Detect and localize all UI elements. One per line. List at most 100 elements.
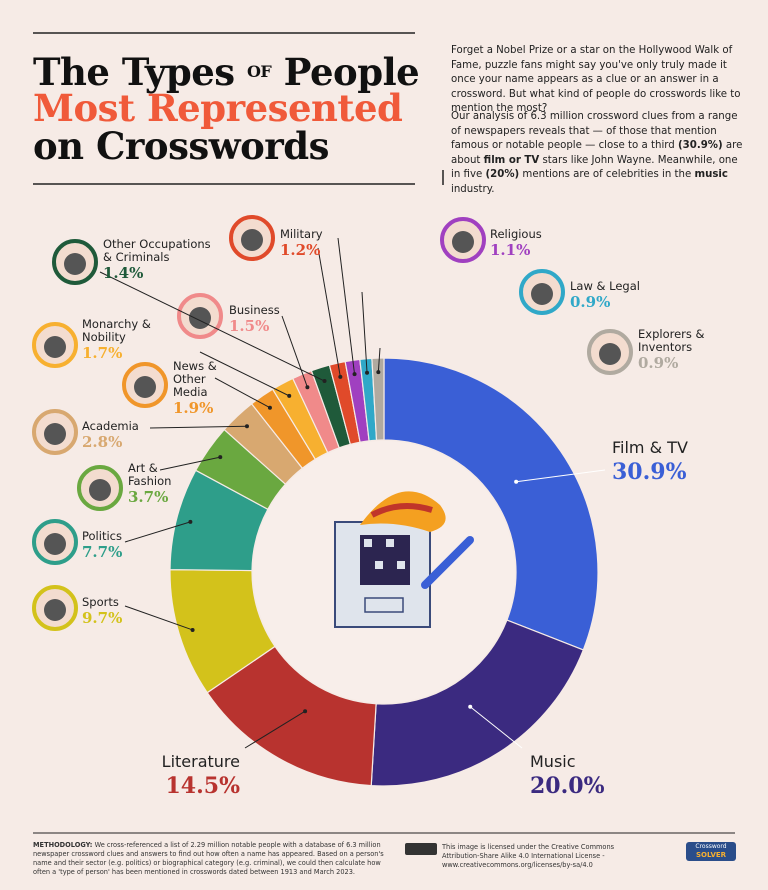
leader-dot (218, 455, 223, 460)
intro-run: stars like John Wayne. Meanwhile, one in… (451, 154, 738, 181)
intro-run: industry. (451, 183, 495, 195)
value-label: 7.7% (82, 543, 123, 561)
leader-line (149, 425, 247, 429)
logo: Crossword SOLVER (686, 842, 736, 861)
icon-face (44, 336, 66, 358)
pencil (421, 536, 474, 589)
icon-face (241, 229, 263, 251)
icon-face (89, 479, 111, 501)
license: This image is licensed under the Creativ… (442, 843, 615, 869)
category-label: Academia (82, 419, 139, 433)
methodology-label: METHODOLOGY: (33, 841, 93, 849)
leader-dot (303, 709, 308, 714)
leader-line (469, 706, 523, 749)
title-text: OF (246, 62, 272, 81)
icon-face (134, 376, 156, 398)
icon-face (44, 533, 66, 555)
puzzle-box (364, 597, 404, 613)
logo-text: SOLVER (695, 851, 727, 859)
cc-badge (405, 843, 437, 855)
leader-line (244, 710, 306, 749)
methodology-text: We cross-referenced a list of 2.29 milli… (33, 841, 384, 876)
slice (371, 357, 385, 441)
leader-line (124, 521, 191, 543)
category-label: Law & Legal (570, 279, 640, 293)
value-label: 20.0% (530, 773, 605, 799)
icon-face (189, 307, 211, 329)
leader-line (124, 605, 193, 631)
category-label: Film & TV (612, 438, 688, 457)
logo-text: Crossword (695, 843, 727, 850)
data-label: Military 1.2% (280, 227, 330, 260)
category-label: Literature (161, 752, 240, 771)
leader-dot (365, 370, 370, 375)
icon-face (44, 599, 66, 621)
value-label: 9.7% (82, 609, 123, 627)
data-label: Literature 14.5% (120, 752, 240, 800)
slice (370, 619, 585, 787)
leader-line (214, 377, 271, 409)
icon-face (599, 343, 621, 365)
data-label: Art & Fashion 3.7% (128, 461, 178, 507)
leader-line (516, 469, 606, 483)
data-label: News & Other Media 1.9% (173, 359, 233, 418)
intro-run: are about (451, 140, 743, 166)
intro-run: (20%) (485, 169, 520, 180)
intro-paragraph: Our analysis of 6.3 million crossword cl… (451, 110, 743, 197)
category-label: Business (229, 303, 280, 317)
leader-dot (352, 372, 357, 377)
data-label: Business 1.5% (229, 303, 289, 336)
puzzle-cell (375, 561, 383, 569)
leader-dot (188, 519, 193, 524)
leader-dot (468, 704, 473, 709)
category-label: News & Other Media (173, 359, 217, 399)
data-label: Film & TV 30.9% (612, 438, 732, 486)
value-label: 3.7% (128, 488, 169, 506)
leader-line (337, 237, 356, 375)
value-label: 1.7% (82, 344, 123, 362)
value-label: 1.5% (229, 317, 270, 335)
category-label: Religious (490, 227, 542, 241)
title-line: on Crosswords (33, 124, 329, 168)
category-label: Art & Fashion (128, 461, 172, 488)
value-label: 1.1% (490, 241, 531, 259)
puzzle-cell (397, 561, 405, 569)
slice (383, 357, 599, 651)
leader-line (377, 347, 381, 373)
category-label: Music (530, 752, 576, 771)
hat-band (370, 503, 433, 518)
leader-dot (190, 627, 195, 632)
puzzle-cell (364, 539, 372, 547)
leader-line (199, 351, 290, 397)
intro-run: Our analysis of 6.3 million crossword cl… (451, 111, 738, 151)
leader-line (99, 271, 325, 382)
puzzle-cell (386, 539, 394, 547)
title-text: People (283, 50, 420, 94)
icon-face (64, 253, 86, 275)
category-label: Military (280, 227, 323, 241)
hat (360, 491, 446, 532)
leader-dot (514, 479, 519, 484)
leader-dot (267, 405, 272, 410)
category-label: Sports (82, 595, 119, 609)
value-label: 0.9% (570, 293, 611, 311)
category-label: Explorers & Inventors (638, 327, 705, 354)
value-label: 1.2% (280, 241, 321, 259)
data-label: Other Occupations & Criminals 1.4% (103, 238, 218, 283)
methodology: METHODOLOGY: We cross-referenced a list … (33, 841, 393, 877)
intro-run: mentions are of celebrities in the (519, 169, 695, 180)
intro-paragraph: Forget a Nobel Prize or a star on the Ho… (451, 45, 741, 114)
leader-dot (376, 370, 381, 375)
value-label: 14.5% (165, 773, 241, 799)
leader-dot (338, 374, 343, 379)
title-line: The Types OF People (33, 50, 420, 94)
title-line: Most Represented (33, 86, 403, 130)
icon-face (452, 231, 474, 253)
icon-face (531, 283, 553, 305)
data-label: Religious 1.1% (490, 227, 550, 260)
intro-run: music (694, 169, 728, 180)
intro-run: (30.9%) (678, 140, 723, 151)
value-label: 0.9% (638, 354, 679, 372)
value-label: 1.9% (173, 399, 214, 417)
